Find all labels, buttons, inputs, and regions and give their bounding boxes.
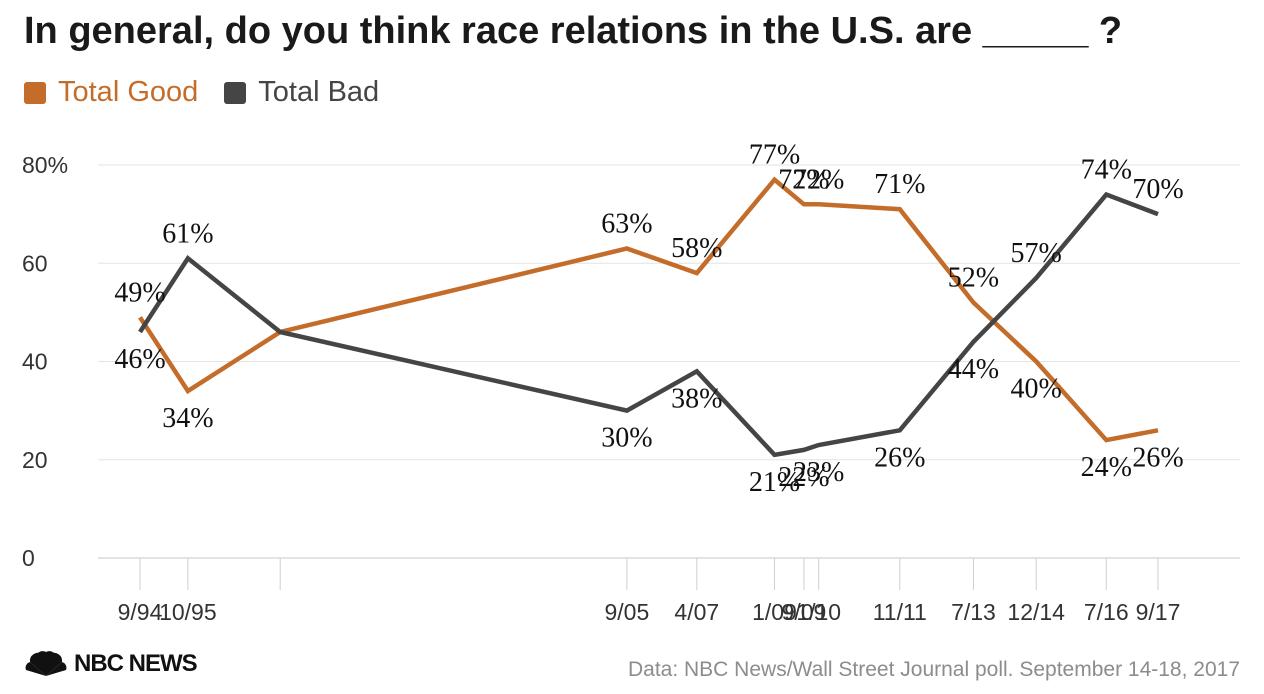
x-tick-label: 4/07 — [674, 599, 719, 625]
data-label-good: 40% — [1011, 374, 1062, 405]
x-tick-label: 10/95 — [159, 599, 217, 625]
y-tick-label: 0 — [22, 545, 35, 571]
series — [138, 176, 1159, 458]
data-label-bad: 38% — [671, 383, 722, 414]
x-tick-label: 9/94 — [118, 599, 163, 625]
data-label-bad: 23% — [793, 457, 844, 488]
series-line-total-bad — [138, 191, 1159, 458]
x-tick-label: 9/17 — [1136, 599, 1181, 625]
data-label-good: 72% — [778, 164, 829, 195]
data-label-good: 26% — [1132, 442, 1183, 473]
legend-swatch-good — [24, 81, 46, 104]
x-tick-label: 9/09 — [782, 599, 827, 625]
data-label-good: 77% — [749, 140, 800, 171]
data-label-bad: 46% — [114, 344, 165, 375]
y-tick-label: 40 — [22, 349, 48, 375]
data-label-bad: 61% — [162, 218, 213, 249]
x-tick-label: 12/14 — [1007, 599, 1065, 625]
gridlines — [98, 164, 1240, 559]
legend-label-bad: Total Bad — [258, 76, 380, 108]
y-tick-label: 80% — [22, 152, 68, 178]
data-label-good: 52% — [948, 263, 999, 294]
peacock-icon — [25, 651, 67, 676]
data-label-good: 24% — [1081, 452, 1132, 483]
legend-item-good: Total Good — [24, 76, 198, 109]
data-label-bad: 57% — [1011, 238, 1062, 269]
data-label-good: 58% — [671, 233, 722, 264]
data-label-bad: 22% — [778, 462, 829, 493]
data-label-bad: 70% — [1132, 174, 1183, 205]
x-tick-label: 7/13 — [951, 599, 996, 625]
data-label-bad: 30% — [601, 423, 652, 454]
logo-text: NBC NEWS — [74, 650, 198, 677]
data-label-bad: 44% — [948, 354, 999, 385]
y-tick-label: 60 — [22, 250, 48, 276]
chart-title: In general, do you think race relations … — [24, 10, 1123, 52]
data-label-bad: 21% — [749, 467, 800, 498]
legend-label-good: Total Good — [58, 76, 199, 108]
source-note: Data: NBC News/Wall Street Journal poll.… — [627, 658, 1240, 681]
x-tick-label: 1/09 — [752, 599, 797, 625]
x-tick-label: 1/10 — [796, 599, 841, 625]
data-label-bad: 26% — [874, 442, 925, 473]
data-label-good: 49% — [114, 277, 165, 308]
data-label-good: 63% — [601, 209, 652, 240]
data-label-good: 71% — [874, 169, 925, 200]
nbc-news-logo: NBC NEWS — [24, 650, 198, 678]
data-label-good: 72% — [793, 164, 844, 195]
x-tick-label: 7/16 — [1084, 599, 1129, 625]
data-labels: 49%34%63%58%77%72%72% 71%52%40%24% 26%46%6… — [114, 140, 1183, 498]
y-tick-label: 20 — [22, 447, 48, 473]
legend-item-bad: Total Bad — [224, 76, 379, 109]
legend: Total Good Total Bad — [24, 76, 379, 109]
x-tick-label: 11/11 — [873, 599, 927, 625]
data-label-good: 34% — [162, 403, 213, 434]
legend-swatch-bad — [224, 81, 247, 104]
x-tick-label: 9/05 — [605, 599, 650, 625]
data-label-bad: 74% — [1081, 154, 1132, 185]
